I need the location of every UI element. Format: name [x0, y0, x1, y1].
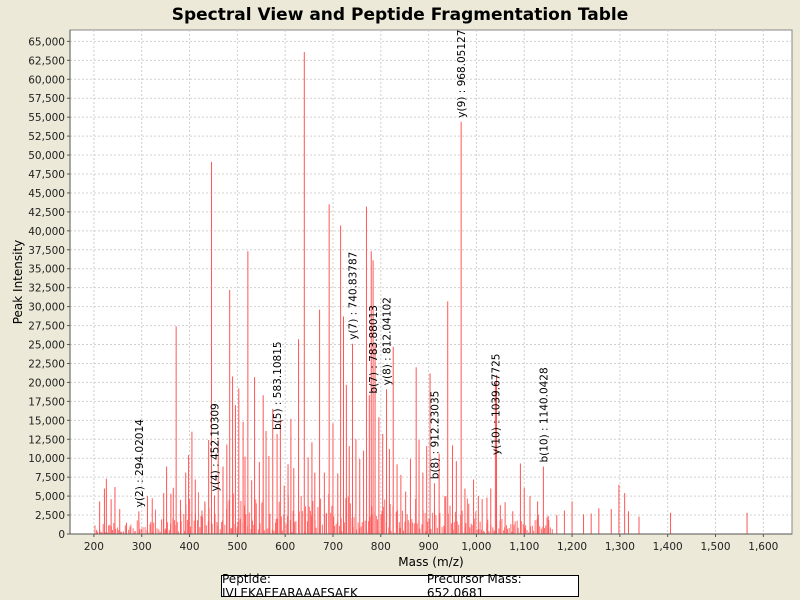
y-tick-label: 32,500 — [28, 283, 65, 295]
y-tick-label: 30,000 — [28, 302, 65, 314]
y-tick-label: 40,000 — [28, 226, 65, 238]
y-tick-label: 62,500 — [28, 55, 65, 67]
x-axis-label: Mass (m/z) — [398, 555, 463, 569]
y-tick-label: 12,500 — [28, 434, 65, 446]
y-tick-label: 57,500 — [28, 93, 65, 105]
y-tick-label: 50,000 — [28, 150, 65, 162]
chart-title: Spectral View and Peptide Fragmentation … — [172, 5, 629, 25]
x-tick-label: 1,200 — [557, 541, 587, 553]
y-tick-label: 7,500 — [35, 472, 65, 484]
y-tick-label: 42,500 — [28, 207, 65, 219]
peak-annotation: y(2) : 294.02014 — [134, 419, 146, 507]
peptide-legend: Peptide: IVLEKAEEARAAAFSAFK Precursor Ma… — [221, 572, 579, 600]
y-tick-label: 2,500 — [35, 510, 65, 522]
x-tick-label: 300 — [132, 541, 152, 553]
y-tick-label: 0 — [58, 529, 65, 541]
y-tick-label: 5,000 — [35, 491, 65, 503]
peak-annotation: b(7) : 783.88013 — [368, 305, 380, 394]
peaks-layer — [94, 51, 748, 534]
x-tick-label: 800 — [371, 541, 391, 553]
x-tick-label: 1,400 — [653, 541, 683, 553]
peak-annotation: b(5) : 583.10815 — [272, 341, 284, 430]
y-tick-label: 65,000 — [28, 36, 65, 48]
x-tick-label: 600 — [275, 541, 295, 553]
y-axis-label: Peak Intensity — [11, 240, 25, 325]
x-tick-label: 500 — [227, 541, 247, 553]
peptide-label: Peptide: IVLEKAEEARAAAFSAFK — [222, 572, 358, 600]
peak-annotation: y(7) : 740.83787 — [347, 252, 359, 340]
x-tick-label: 1,300 — [605, 541, 635, 553]
x-tick-label: 1,500 — [700, 541, 730, 553]
x-tick-label: 1,600 — [748, 541, 778, 553]
y-tick-label: 35,000 — [28, 264, 65, 276]
y-tick-label: 15,000 — [28, 415, 65, 427]
annotation-layer: y(2) : 294.02014 y(4) : 452.10309 b(5) : 5… — [134, 30, 551, 508]
y-tick-label: 47,500 — [28, 169, 65, 181]
plot-area — [69, 29, 793, 535]
x-tick-label: 900 — [419, 541, 439, 553]
x-tick-label: 1,000 — [461, 541, 491, 553]
grid-layer — [70, 30, 792, 535]
x-tick-label: 1,100 — [509, 541, 539, 553]
precursor-mass-label: Precursor Mass: 652.0681 — [426, 572, 522, 600]
x-tick-label: 200 — [84, 541, 104, 553]
y-tick-label: 22,500 — [28, 358, 65, 370]
peak-annotation: y(4) : 452.10309 — [209, 403, 221, 491]
peak-annotation: b(10) : 1140.0428 — [538, 367, 550, 462]
y-tick-label: 45,000 — [28, 188, 65, 200]
y-tick-label: 20,000 — [28, 377, 65, 389]
peak-annotation: y(8) : 812.04102 — [382, 297, 394, 385]
y-tick-label: 10,000 — [28, 453, 65, 465]
y-tick-label: 25,000 — [28, 340, 65, 352]
axis-layer: 0 2,500 5,000 7,500 10,000 12,500 15,000 17,500… — [28, 30, 792, 553]
y-tick-label: 27,500 — [28, 321, 65, 333]
x-tick-label: 400 — [180, 541, 200, 553]
y-tick-label: 52,500 — [28, 131, 65, 143]
y-tick-label: 37,500 — [28, 245, 65, 257]
y-tick-label: 55,000 — [28, 112, 65, 124]
peak-annotation: b(8) : 912.23035 — [429, 391, 441, 480]
peak-annotation: y(9) : 968.05127 — [456, 30, 468, 118]
peak-annotation: y(10) : 1039.67725 — [490, 354, 502, 455]
y-tick-label: 17,500 — [28, 396, 65, 408]
y-tick-label: 60,000 — [28, 74, 65, 86]
x-tick-label: 700 — [323, 541, 343, 553]
